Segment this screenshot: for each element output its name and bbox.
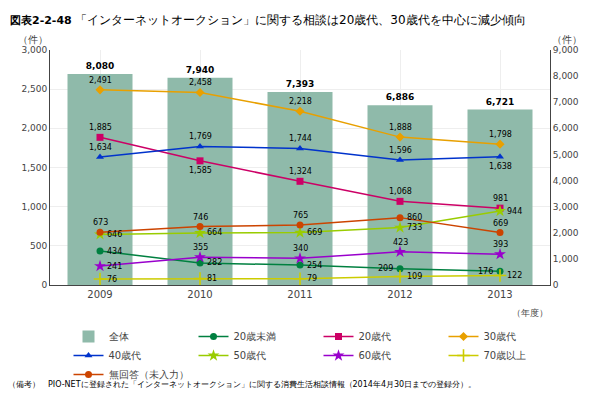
svg-text:733: 733 bbox=[407, 223, 422, 232]
svg-text:1,744: 1,744 bbox=[289, 134, 312, 143]
svg-text:79: 79 bbox=[307, 274, 317, 283]
svg-text:664: 664 bbox=[207, 228, 222, 237]
svg-text:「インターネットオークション」に関する相談は20歳代、30歳: 「インターネットオークション」に関する相談は20歳代、30歳代を中心に減少傾向 bbox=[75, 13, 526, 27]
svg-text:669: 669 bbox=[307, 228, 322, 237]
svg-text:70歳以上: 70歳以上 bbox=[484, 350, 527, 361]
svg-text:860: 860 bbox=[407, 213, 422, 222]
svg-text:669: 669 bbox=[493, 219, 508, 228]
svg-text:60歳代: 60歳代 bbox=[359, 350, 392, 361]
svg-text:8,000: 8,000 bbox=[553, 71, 579, 81]
svg-text:1,798: 1,798 bbox=[489, 130, 512, 139]
svg-text:40歳代: 40歳代 bbox=[109, 350, 142, 361]
svg-text:2,458: 2,458 bbox=[189, 78, 212, 87]
svg-text:7,940: 7,940 bbox=[186, 65, 214, 75]
svg-text:3,000: 3,000 bbox=[21, 45, 47, 55]
svg-text:（備考） PIO-NETに登録された「インターネットオークシ: （備考） PIO-NETに登録された「インターネットオークション」に関する消費生… bbox=[8, 380, 476, 389]
svg-text:6,000: 6,000 bbox=[553, 123, 579, 133]
svg-text:673: 673 bbox=[93, 218, 108, 227]
svg-text:981: 981 bbox=[493, 194, 508, 203]
svg-text:30歳代: 30歳代 bbox=[484, 331, 517, 342]
svg-text:（件）: （件） bbox=[18, 34, 48, 45]
svg-text:176: 176 bbox=[478, 267, 493, 276]
svg-text:746: 746 bbox=[193, 213, 208, 222]
svg-text:434: 434 bbox=[107, 247, 122, 256]
svg-text:2,000: 2,000 bbox=[21, 123, 47, 133]
svg-text:7,000: 7,000 bbox=[553, 97, 579, 107]
svg-text:1,596: 1,596 bbox=[389, 146, 412, 155]
svg-text:4,000: 4,000 bbox=[553, 176, 579, 186]
svg-text:76: 76 bbox=[107, 275, 117, 284]
svg-text:8,080: 8,080 bbox=[86, 61, 114, 71]
svg-text:944: 944 bbox=[507, 207, 522, 216]
svg-text:355: 355 bbox=[193, 243, 208, 252]
svg-text:2009: 2009 bbox=[87, 289, 112, 300]
svg-text:1,585: 1,585 bbox=[189, 166, 212, 175]
svg-text:254: 254 bbox=[307, 261, 322, 270]
svg-text:340: 340 bbox=[293, 244, 308, 253]
svg-text:20歳代: 20歳代 bbox=[359, 331, 392, 342]
svg-text:図表2-2-48: 図表2-2-48 bbox=[10, 14, 72, 27]
svg-text:1,634: 1,634 bbox=[89, 143, 112, 152]
svg-text:0: 0 bbox=[41, 280, 47, 290]
svg-text:241: 241 bbox=[107, 262, 122, 271]
svg-text:282: 282 bbox=[207, 258, 222, 267]
svg-text:9,000: 9,000 bbox=[553, 45, 579, 55]
svg-text:1,000: 1,000 bbox=[21, 202, 47, 212]
svg-text:6,886: 6,886 bbox=[386, 92, 414, 102]
svg-text:6,721: 6,721 bbox=[486, 97, 514, 107]
svg-text:122: 122 bbox=[507, 271, 522, 280]
svg-text:1,000: 1,000 bbox=[553, 254, 579, 264]
svg-text:1,068: 1,068 bbox=[389, 187, 412, 196]
svg-text:1,769: 1,769 bbox=[189, 132, 212, 141]
svg-text:393: 393 bbox=[493, 240, 508, 249]
svg-text:2013: 2013 bbox=[487, 289, 512, 300]
svg-text:50歳代: 50歳代 bbox=[234, 350, 267, 361]
svg-text:1,885: 1,885 bbox=[89, 123, 112, 132]
svg-text:2,000: 2,000 bbox=[553, 228, 579, 238]
svg-text:1,324: 1,324 bbox=[289, 167, 312, 176]
svg-text:2,491: 2,491 bbox=[89, 76, 112, 85]
svg-text:2,218: 2,218 bbox=[289, 97, 312, 106]
svg-text:1,888: 1,888 bbox=[389, 123, 412, 132]
svg-text:5,000: 5,000 bbox=[553, 150, 579, 160]
svg-text:423: 423 bbox=[393, 238, 408, 247]
svg-text:500: 500 bbox=[30, 241, 47, 251]
svg-text:209: 209 bbox=[378, 264, 393, 273]
svg-text:2,500: 2,500 bbox=[21, 84, 47, 94]
svg-text:2011: 2011 bbox=[287, 289, 312, 300]
svg-text:1,638: 1,638 bbox=[489, 162, 512, 171]
svg-text:0: 0 bbox=[553, 280, 559, 290]
svg-text:20歳未満: 20歳未満 bbox=[234, 331, 277, 342]
svg-text:765: 765 bbox=[293, 211, 308, 220]
svg-text:2012: 2012 bbox=[387, 289, 412, 300]
svg-text:3,000: 3,000 bbox=[553, 202, 579, 212]
svg-text:7,393: 7,393 bbox=[286, 79, 314, 89]
svg-text:（件）: （件） bbox=[552, 34, 582, 45]
svg-text:1,500: 1,500 bbox=[21, 163, 47, 173]
svg-text:81: 81 bbox=[207, 274, 217, 283]
svg-text:（年度）: （年度） bbox=[512, 308, 548, 318]
svg-text:109: 109 bbox=[407, 272, 422, 281]
svg-text:無回答（未入力）: 無回答（未入力） bbox=[109, 369, 189, 380]
svg-text:2010: 2010 bbox=[187, 289, 212, 300]
svg-text:646: 646 bbox=[107, 230, 122, 239]
svg-text:全体: 全体 bbox=[109, 331, 129, 342]
